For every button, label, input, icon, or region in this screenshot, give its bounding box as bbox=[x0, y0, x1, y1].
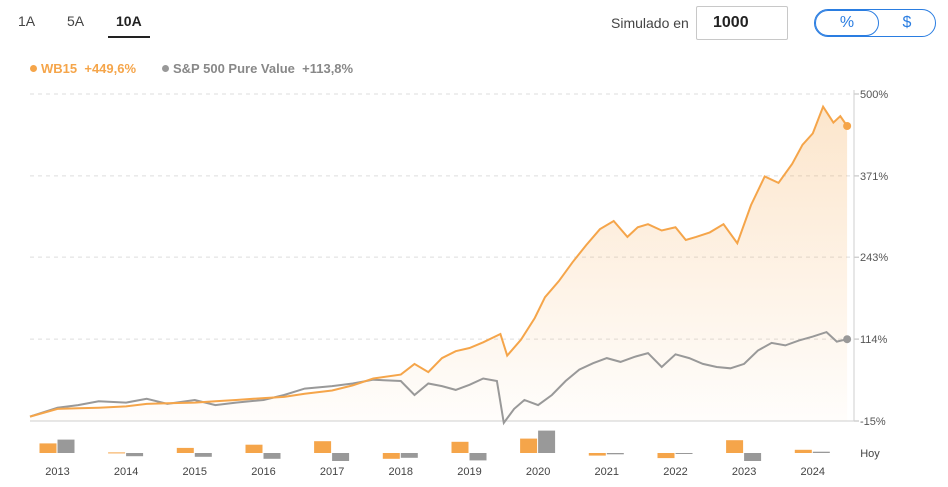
x-tick-label: 2022 bbox=[663, 466, 687, 478]
legend-sp500-change: +113,8% bbox=[302, 61, 354, 76]
wb15-annual-bar bbox=[314, 441, 332, 453]
sp500-annual-bar bbox=[332, 453, 350, 461]
wb15-annual-bar bbox=[245, 444, 263, 453]
tab-5a[interactable]: 5A bbox=[67, 13, 85, 29]
y-tick-label: 114% bbox=[860, 334, 888, 346]
sp500-annual-bar bbox=[606, 453, 624, 455]
percent-toggle-button[interactable]: % bbox=[815, 10, 879, 36]
legend-sp500-label: S&P 500 Pure Value bbox=[173, 61, 295, 76]
simulator-label: Simulado en bbox=[611, 15, 689, 31]
x-tick-label: 2019 bbox=[457, 466, 481, 478]
active-tab-underline bbox=[108, 36, 150, 38]
simulator-amount-input[interactable] bbox=[696, 6, 788, 40]
x-tick-label: 2015 bbox=[183, 466, 207, 478]
wb15-annual-bar bbox=[176, 447, 194, 453]
sp500-annual-bar bbox=[744, 453, 762, 461]
wb15-annual-bar bbox=[451, 441, 469, 453]
wb15-end-point bbox=[843, 122, 852, 131]
legend-wb15-change: +449,6% bbox=[84, 61, 137, 76]
y-tick-label: 500% bbox=[860, 89, 888, 101]
sp500-annual-bar bbox=[538, 430, 556, 453]
x-tick-label: 2013 bbox=[45, 466, 69, 478]
wb15-annual-bar bbox=[794, 449, 812, 453]
sp500-end-point bbox=[843, 335, 852, 344]
sp500-annual-bar bbox=[263, 453, 281, 459]
wb15-annual-bar bbox=[108, 452, 126, 454]
legend-wb15[interactable]: WB15 +449,6% bbox=[30, 61, 136, 76]
sp500-annual-bar bbox=[126, 453, 144, 457]
x-tick-label: 2014 bbox=[114, 466, 138, 478]
wb15-annual-bar bbox=[588, 453, 606, 456]
legend-wb15-label: WB15 bbox=[41, 61, 78, 76]
sp500-annual-bar bbox=[400, 453, 418, 458]
wb15-annual-bar bbox=[726, 440, 744, 453]
x-tick-label-hoy: Hoy bbox=[860, 448, 880, 460]
x-tick-label: 2016 bbox=[251, 466, 275, 478]
sp500-annual-bar bbox=[194, 453, 212, 457]
unit-toggle: % $ bbox=[814, 9, 936, 37]
wb15-annual-bar bbox=[382, 453, 400, 459]
x-tick-label: 2017 bbox=[320, 466, 344, 478]
sp500-line bbox=[29, 330, 848, 426]
y-tick-label: 371% bbox=[860, 171, 888, 183]
tab-10a[interactable]: 10A bbox=[116, 13, 142, 29]
wb15-area-fill bbox=[30, 106, 848, 421]
dollar-toggle-button[interactable]: $ bbox=[902, 14, 912, 31]
wb15-annual-bar bbox=[657, 453, 675, 459]
y-tick-label: -15% bbox=[860, 416, 886, 428]
x-tick-label: 2024 bbox=[801, 466, 825, 478]
tab-1a[interactable]: 1A bbox=[18, 13, 36, 29]
sp500-annual-bar bbox=[675, 453, 693, 454]
sp500-annual-bar bbox=[57, 439, 75, 453]
wb15-annual-bar bbox=[39, 443, 57, 453]
sp500-annual-bar bbox=[812, 451, 830, 453]
wb15-line bbox=[29, 104, 848, 418]
legend-dot-wb15-icon bbox=[30, 65, 37, 72]
x-tick-label: 2021 bbox=[595, 466, 619, 478]
wb15-annual-bar bbox=[520, 438, 538, 453]
legend-sp500[interactable]: S&P 500 Pure Value +113,8% bbox=[162, 61, 353, 76]
legend-dot-sp500-icon bbox=[162, 65, 169, 72]
y-tick-label: 243% bbox=[860, 252, 888, 264]
x-tick-label: 2020 bbox=[526, 466, 550, 478]
x-tick-label: 2018 bbox=[389, 466, 413, 478]
x-tick-label: 2023 bbox=[732, 466, 756, 478]
sp500-annual-bar bbox=[469, 453, 487, 461]
